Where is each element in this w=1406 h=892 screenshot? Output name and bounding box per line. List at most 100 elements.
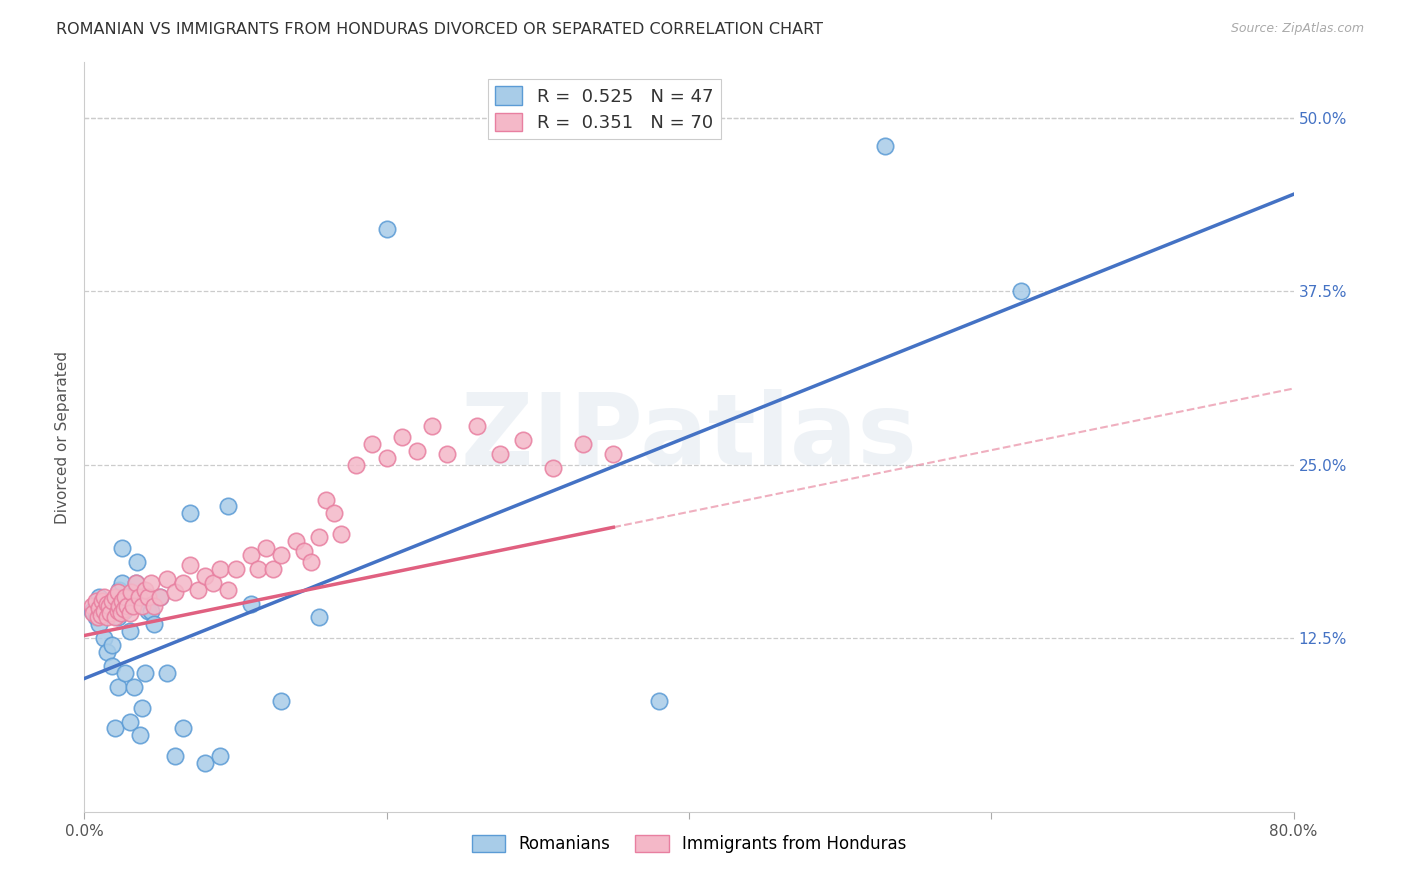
- Point: [172, 575, 194, 590]
- Point: [134, 665, 156, 680]
- Point: [93, 590, 115, 604]
- Point: [89, 617, 111, 632]
- Point: [131, 700, 153, 714]
- Point: [80, 603, 103, 617]
- Point: [121, 590, 143, 604]
- Point: [270, 548, 292, 562]
- Point: [122, 680, 145, 694]
- Point: [375, 222, 398, 236]
- Point: [315, 492, 337, 507]
- Point: [292, 544, 315, 558]
- Point: [149, 590, 172, 604]
- Point: [125, 575, 148, 590]
- Point: [100, 594, 122, 608]
- Point: [322, 507, 344, 521]
- Point: [239, 597, 262, 611]
- Point: [254, 541, 277, 555]
- Point: [96, 597, 118, 611]
- Y-axis label: Divorced or Separated: Divorced or Separated: [55, 351, 70, 524]
- Point: [80, 599, 103, 614]
- Point: [572, 437, 595, 451]
- Point: [93, 632, 115, 646]
- Point: [136, 590, 159, 604]
- Point: [131, 599, 153, 614]
- Point: [125, 575, 148, 590]
- Point: [512, 433, 534, 447]
- Point: [86, 610, 108, 624]
- Point: [467, 419, 489, 434]
- Point: [89, 590, 111, 604]
- Point: [97, 603, 120, 617]
- Point: [1011, 285, 1033, 299]
- Point: [541, 460, 564, 475]
- Point: [225, 562, 247, 576]
- Point: [360, 437, 382, 451]
- Point: [118, 607, 141, 621]
- Point: [346, 458, 368, 472]
- Point: [114, 590, 136, 604]
- Point: [299, 555, 322, 569]
- Point: [96, 610, 118, 624]
- Point: [156, 572, 179, 586]
- Point: [107, 680, 129, 694]
- Point: [107, 603, 129, 617]
- Point: [127, 555, 149, 569]
- Point: [165, 585, 187, 599]
- Point: [648, 694, 671, 708]
- Point: [93, 603, 115, 617]
- Point: [179, 507, 201, 521]
- Point: [602, 447, 624, 461]
- Point: [128, 590, 150, 604]
- Point: [111, 575, 134, 590]
- Point: [100, 638, 122, 652]
- Point: [112, 603, 135, 617]
- Point: [86, 594, 108, 608]
- Point: [308, 530, 330, 544]
- Text: ZIPatlas: ZIPatlas: [461, 389, 917, 485]
- Point: [194, 756, 217, 771]
- Point: [107, 585, 129, 599]
- Point: [217, 500, 239, 514]
- Point: [98, 607, 121, 621]
- Point: [111, 541, 134, 555]
- Legend: Romanians, Immigrants from Honduras: Romanians, Immigrants from Honduras: [465, 828, 912, 860]
- Point: [110, 607, 132, 621]
- Point: [875, 138, 897, 153]
- Point: [89, 600, 111, 615]
- Point: [262, 562, 284, 576]
- Point: [217, 582, 239, 597]
- Text: Source: ZipAtlas.com: Source: ZipAtlas.com: [1230, 22, 1364, 36]
- Point: [108, 582, 131, 597]
- Point: [172, 722, 194, 736]
- Point: [118, 624, 141, 639]
- Point: [139, 575, 162, 590]
- Point: [104, 603, 127, 617]
- Point: [142, 617, 165, 632]
- Point: [112, 602, 135, 616]
- Point: [156, 665, 179, 680]
- Point: [149, 590, 172, 604]
- Point: [134, 582, 156, 597]
- Point: [107, 610, 129, 624]
- Point: [100, 659, 122, 673]
- Point: [91, 597, 114, 611]
- Point: [247, 562, 270, 576]
- Point: [239, 548, 262, 562]
- Point: [121, 599, 143, 614]
- Point: [118, 714, 141, 729]
- Point: [111, 594, 134, 608]
- Point: [308, 610, 330, 624]
- Point: [115, 590, 138, 604]
- Point: [139, 603, 162, 617]
- Point: [97, 599, 120, 614]
- Point: [104, 722, 127, 736]
- Point: [330, 527, 353, 541]
- Point: [406, 444, 429, 458]
- Point: [136, 603, 159, 617]
- Point: [108, 599, 131, 614]
- Point: [187, 582, 209, 597]
- Point: [179, 558, 201, 572]
- Point: [115, 599, 138, 614]
- Text: ROMANIAN VS IMMIGRANTS FROM HONDURAS DIVORCED OR SEPARATED CORRELATION CHART: ROMANIAN VS IMMIGRANTS FROM HONDURAS DIV…: [56, 22, 824, 37]
- Point: [201, 575, 224, 590]
